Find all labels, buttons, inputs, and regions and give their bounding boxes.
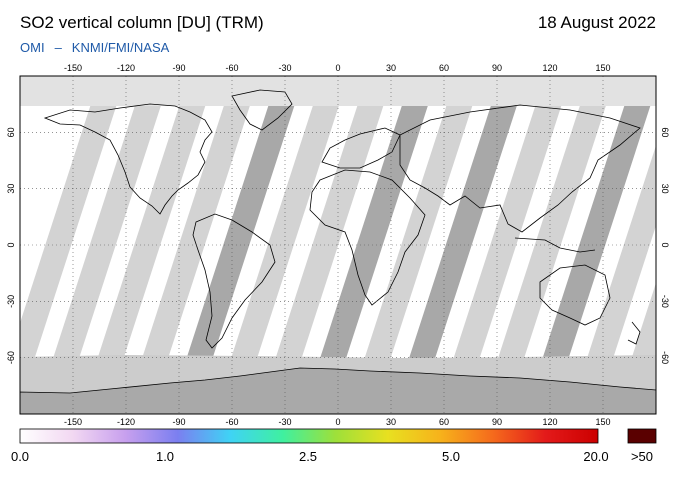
top-lon-tick: 150 — [595, 63, 610, 73]
left-lat-tick: -60 — [6, 351, 16, 364]
top-lon-tick: 90 — [492, 63, 502, 73]
orbit-swath — [364, 76, 482, 360]
orbit-swath — [20, 76, 126, 360]
coast-south-america — [192, 213, 276, 349]
right-lat-tick: 30 — [660, 184, 670, 194]
colorbar-label-2: 2.5 — [298, 449, 318, 464]
orbit-swath — [52, 76, 171, 360]
coast-greenland — [231, 89, 293, 131]
credit-separator: – — [54, 40, 62, 55]
provider-label: KNMI/FMI/NASA — [71, 40, 170, 55]
bottom-lon-tick: 120 — [542, 417, 557, 427]
data-credit: OMI – KNMI/FMI/NASA — [20, 40, 169, 55]
left-lat-tick: -30 — [6, 295, 16, 308]
orbit-swath — [586, 145, 656, 360]
top-longitude-ticks: -150 -120 -90 -60 -30 0 30 60 90 120 150 — [64, 63, 611, 73]
coastlines — [43, 89, 641, 349]
top-lon-tick: 60 — [439, 63, 449, 73]
top-lon-tick: 120 — [542, 63, 557, 73]
bottom-lon-tick: 0 — [335, 417, 340, 427]
left-latitude-ticks: 60 30 0 -30 -60 — [6, 127, 16, 364]
coast-africa — [309, 169, 426, 306]
right-lat-tick: -60 — [660, 351, 670, 364]
top-lon-tick: -150 — [64, 63, 82, 73]
orbit-swath — [631, 282, 656, 360]
coast-north-america — [43, 103, 213, 215]
coast-new-zealand — [627, 321, 641, 345]
colorbar-label-0: 0.0 — [10, 449, 30, 464]
orbit-swath — [497, 76, 616, 360]
orbit-swath — [542, 76, 656, 360]
bottom-longitude-ticks: -150 -120 -90 -60 -30 0 30 60 90 120 150 — [64, 417, 611, 427]
instrument-label: OMI — [20, 40, 45, 55]
left-lat-tick: 60 — [6, 127, 16, 137]
top-lon-tick: 30 — [386, 63, 396, 73]
map-date: 18 August 2022 — [537, 13, 656, 32]
top-lon-tick: -120 — [117, 63, 135, 73]
orbit-swath — [453, 76, 571, 360]
bottom-lon-tick: 150 — [595, 417, 610, 427]
orbit-swaths — [20, 76, 656, 360]
colorbar-overflow-swatch — [627, 428, 657, 444]
colorbar-label-1: 1.0 — [155, 449, 175, 464]
orbit-swath — [186, 76, 304, 360]
bottom-lon-tick: -60 — [225, 417, 238, 427]
orbit-swath — [97, 76, 215, 360]
bottom-lon-tick: 60 — [439, 417, 449, 427]
right-lat-tick: 60 — [660, 127, 670, 137]
left-lat-tick: 0 — [6, 242, 16, 247]
right-lat-tick: 0 — [660, 242, 670, 247]
bottom-lon-tick: -90 — [172, 417, 185, 427]
orbit-swath — [275, 76, 393, 360]
colorbar — [19, 428, 599, 444]
bottom-lon-tick: 30 — [386, 417, 396, 427]
colorbar-label-4: 20.0 — [583, 449, 609, 464]
graticule — [20, 76, 656, 414]
colorbar-overflow-label: >50 — [630, 449, 654, 464]
antarctica-landmass — [20, 367, 656, 414]
top-lon-tick: -30 — [278, 63, 291, 73]
orbit-swath — [408, 76, 527, 360]
map-frame — [19, 75, 657, 415]
right-latitude-ticks: 60 30 0 -30 -60 — [660, 127, 670, 364]
orbit-swath — [141, 76, 260, 360]
bottom-lon-tick: -30 — [278, 417, 291, 427]
map-title: SO2 vertical column [DU] (TRM) — [20, 13, 264, 32]
coast-indonesia — [514, 237, 596, 253]
top-lon-tick: -90 — [172, 63, 185, 73]
bottom-lon-tick: -120 — [117, 417, 135, 427]
bottom-lon-tick: -150 — [64, 417, 82, 427]
right-lat-tick: -30 — [660, 295, 670, 308]
top-lon-tick: 0 — [335, 63, 340, 73]
coast-australia — [539, 264, 611, 326]
top-lon-tick: -60 — [225, 63, 238, 73]
left-lat-tick: 30 — [6, 184, 16, 194]
coast-asia — [399, 104, 641, 233]
orbit-swath — [230, 76, 349, 360]
bottom-lon-tick: 90 — [492, 417, 502, 427]
colorbar-label-3: 5.0 — [441, 449, 461, 464]
orbit-swath — [319, 76, 438, 360]
